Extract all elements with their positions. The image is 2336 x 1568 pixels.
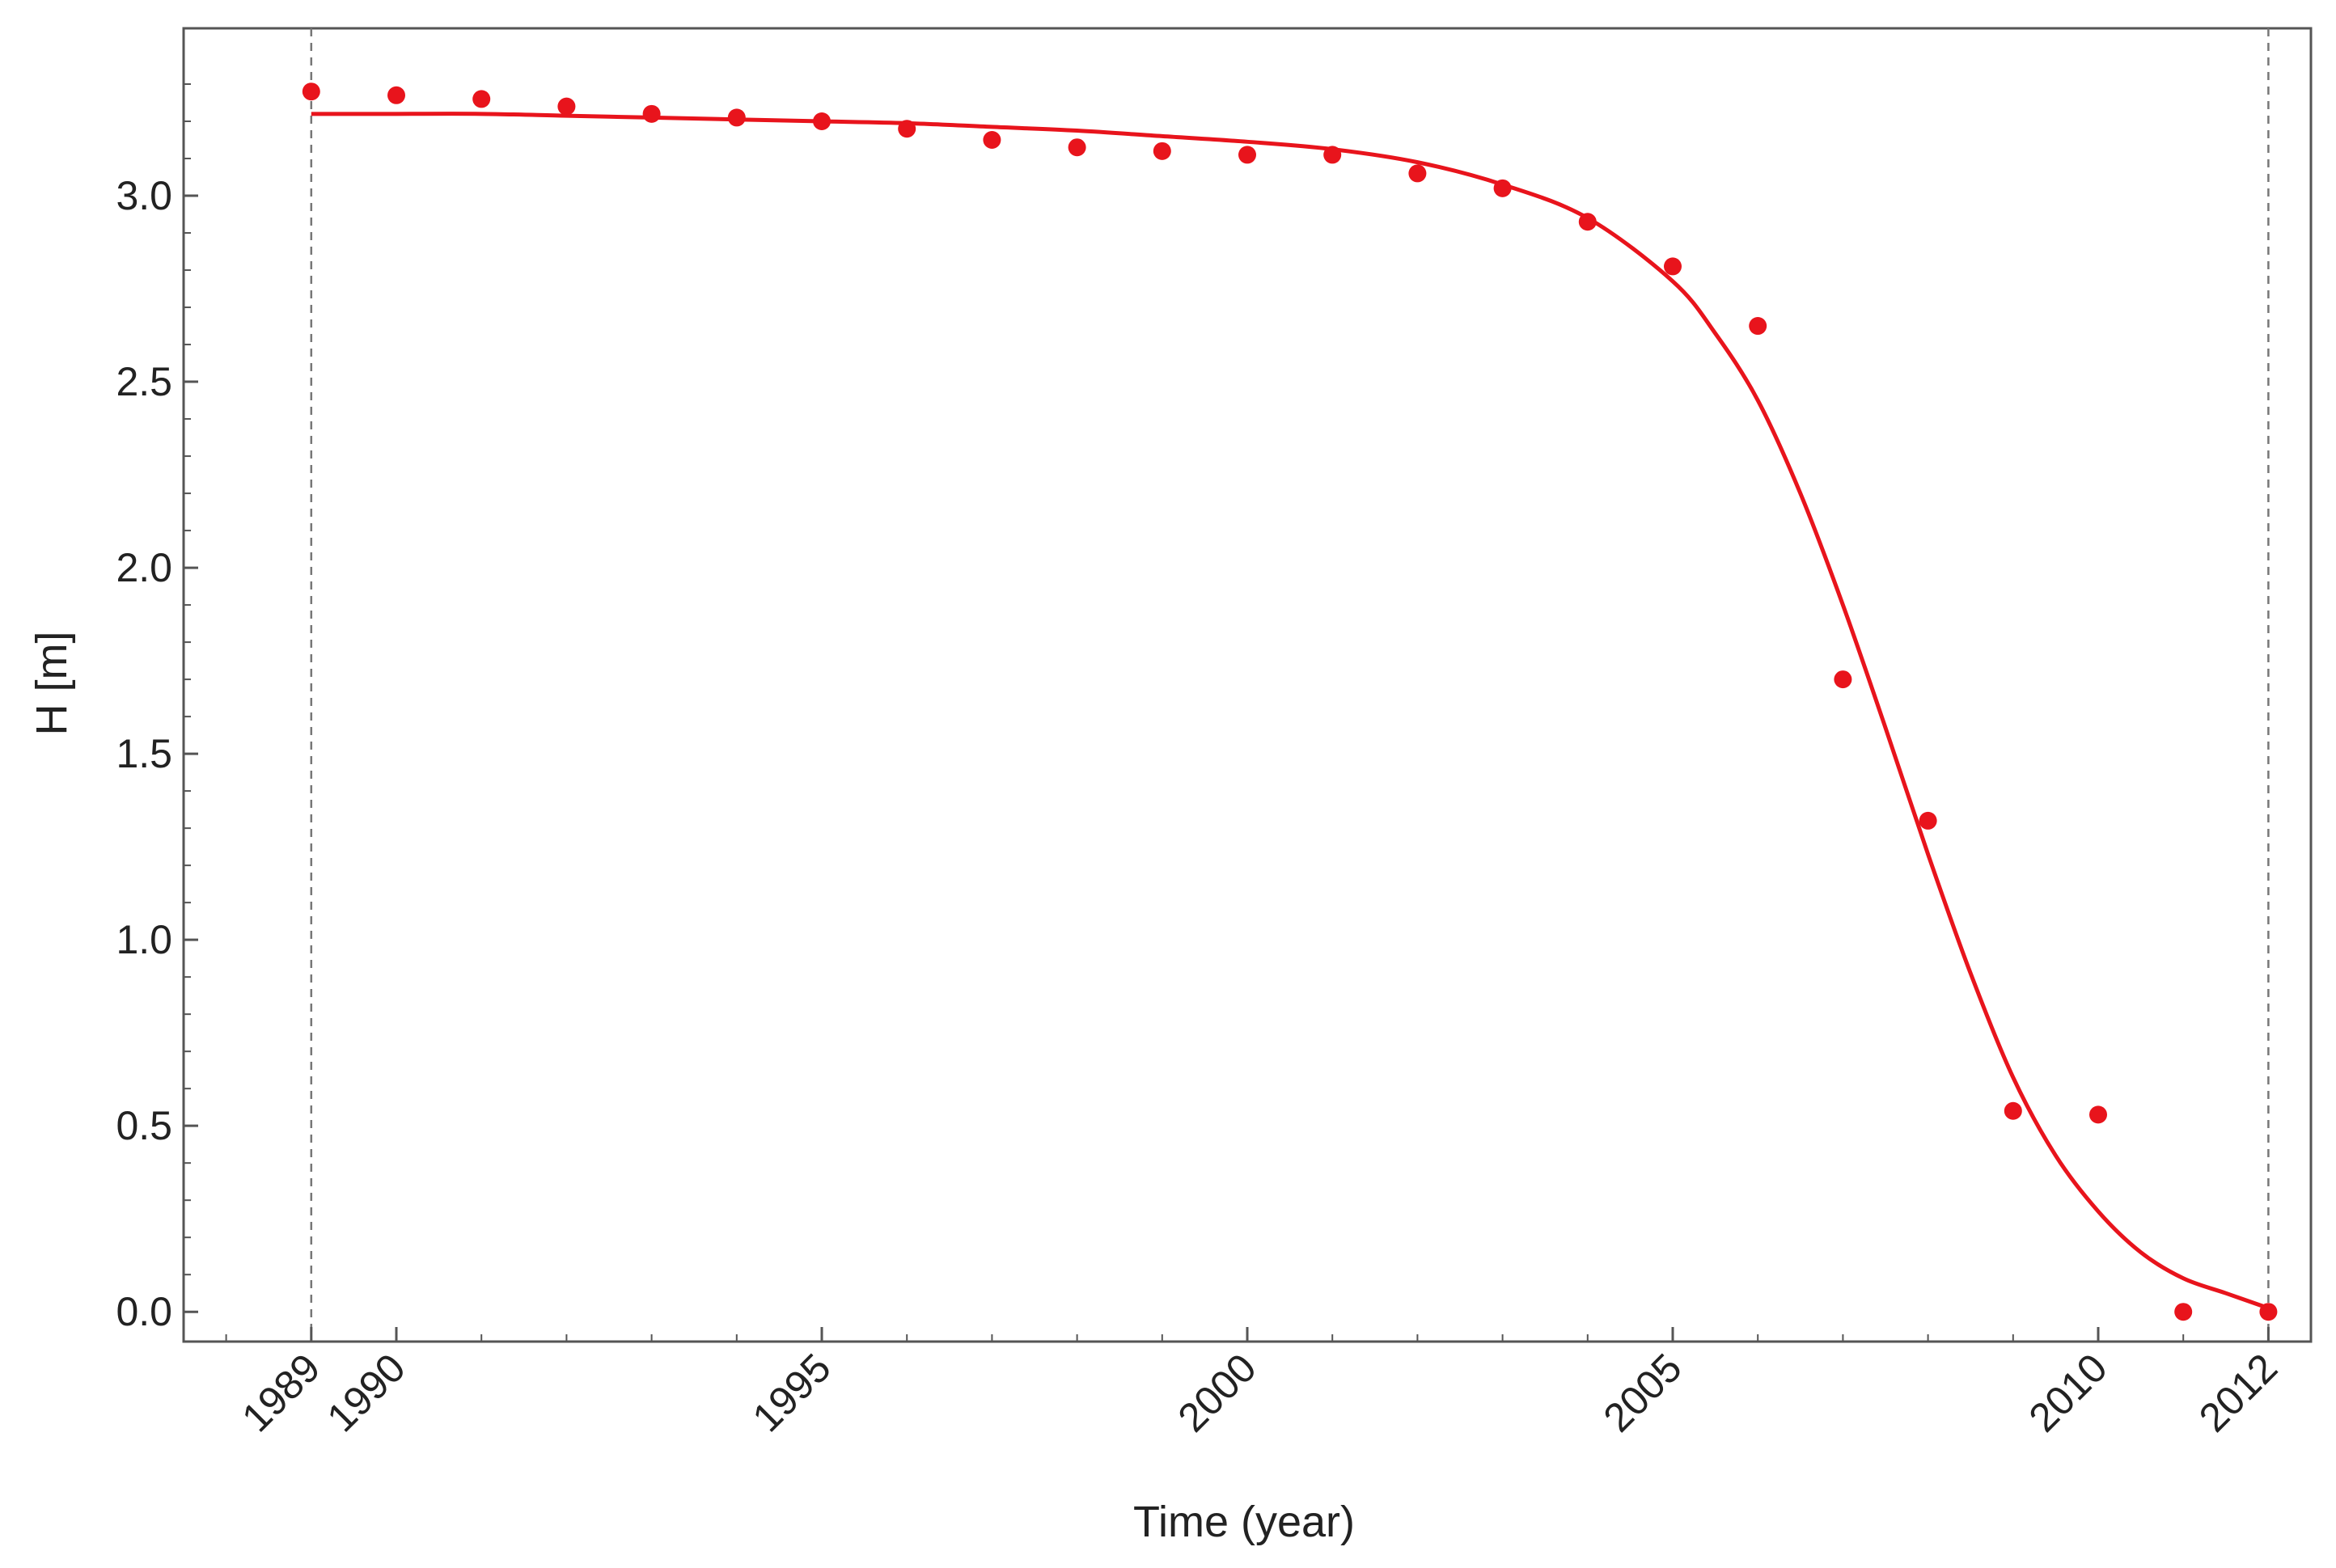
- data-point: [642, 104, 661, 123]
- x-tick-label: 1990: [319, 1345, 414, 1440]
- data-point: [1068, 138, 1086, 157]
- y-tick-label: 0.5: [116, 1103, 172, 1148]
- x-tick-label: 2005: [1595, 1345, 1691, 1440]
- data-point: [1578, 213, 1597, 231]
- y-tick-label: 1.0: [116, 917, 172, 962]
- y-tick-label: 1.5: [116, 731, 172, 776]
- data-point: [1153, 142, 1171, 160]
- y-tick-label: 3.0: [116, 173, 172, 218]
- reference-lines: [310, 28, 2270, 1342]
- y-tick-label: 0.0: [116, 1289, 172, 1334]
- fit-curve: [311, 112, 2270, 1310]
- data-point: [1664, 257, 1682, 276]
- x-tick-label: 1989: [233, 1345, 328, 1440]
- data-point: [1493, 179, 1512, 197]
- data-point: [2089, 1105, 2107, 1124]
- y-tick-label: 2.5: [116, 359, 172, 404]
- y-axis: 0.0 0.5 1.0 1.5 2.0 2.5 3.0: [116, 83, 198, 1334]
- x-tick-label: 2000: [1170, 1345, 1265, 1440]
- plot-series: [302, 82, 2278, 1321]
- data-point: [1834, 670, 1852, 689]
- data-point: [2004, 1101, 2022, 1120]
- y-axis-title: H [m]: [28, 632, 76, 736]
- data-point: [898, 120, 916, 138]
- data-point: [1323, 146, 1342, 164]
- x-tick-label: 2012: [2190, 1345, 2286, 1440]
- x-tick-label: 1995: [744, 1345, 840, 1440]
- data-point: [983, 131, 1001, 150]
- x-axis-title: Time (year): [1133, 1498, 1355, 1546]
- data-point: [1919, 811, 1937, 830]
- plot-frame: [182, 27, 2313, 1343]
- data-point: [1749, 317, 1767, 336]
- data-point: [557, 97, 576, 116]
- data-point: [2174, 1303, 2193, 1321]
- data-point: [302, 82, 320, 101]
- data-point: [387, 86, 405, 104]
- data-point: [1238, 146, 1256, 164]
- data-point: [472, 90, 491, 108]
- data-point: [813, 112, 831, 131]
- data-point: [2259, 1303, 2278, 1321]
- x-tick-label: 2010: [2021, 1345, 2116, 1440]
- data-point: [1408, 164, 1427, 183]
- data-point: [727, 108, 746, 127]
- y-tick-label: 2.0: [116, 545, 172, 590]
